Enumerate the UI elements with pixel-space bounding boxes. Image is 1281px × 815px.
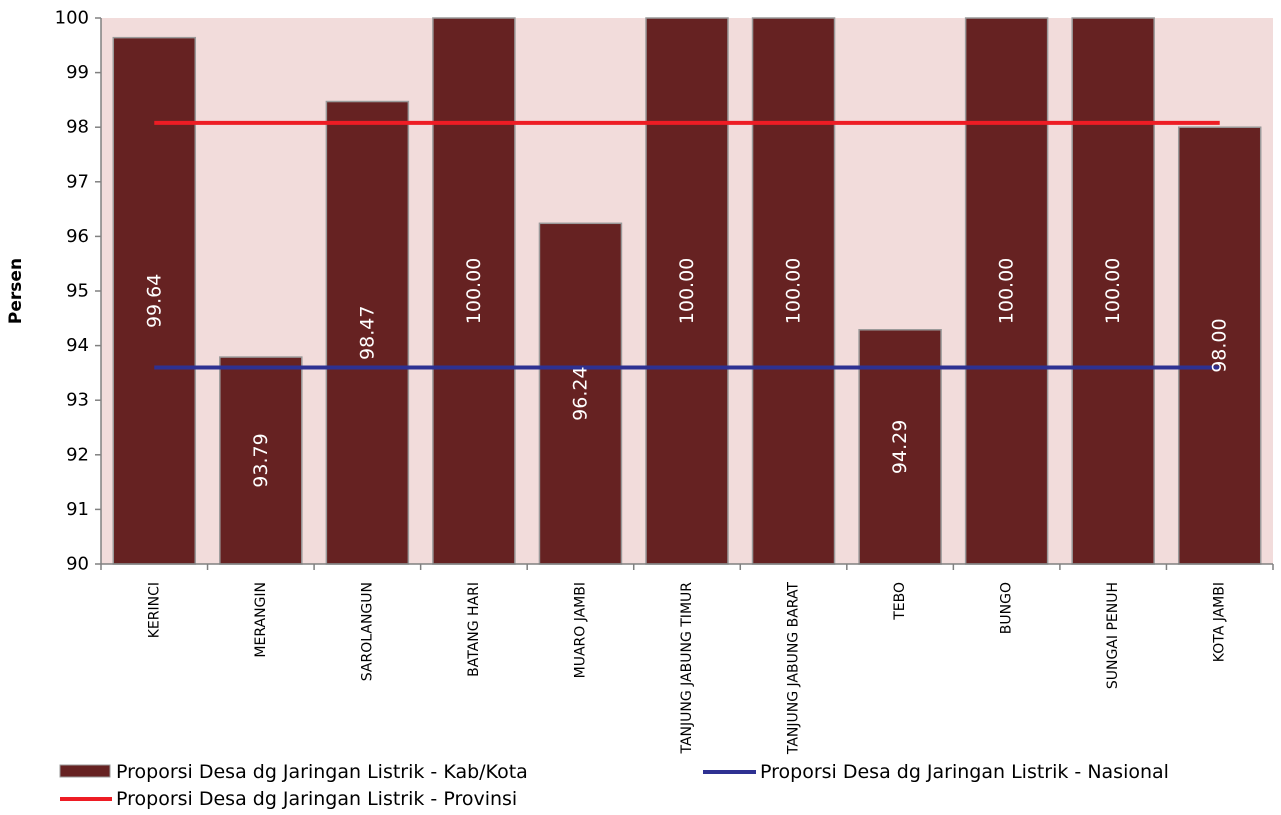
category-label-kota-jambi: KOTA JAMBI — [1212, 582, 1228, 662]
data-label-kerinci: 99.64 — [143, 274, 165, 328]
data-label-muaro-jambi: 96.24 — [569, 366, 591, 420]
axes: 90 91 92 93 94 95 96 97 98 99 100 KERINCI MERANGIN SA… — [6, 8, 1274, 756]
category-label-muaro-jambi: MUARO JAMBI — [572, 582, 588, 678]
y-tick-label: 93 — [66, 390, 89, 411]
bar-merangin — [219, 356, 303, 565]
bar-bungo — [964, 17, 1049, 565]
y-tick-label: 95 — [66, 281, 89, 302]
bars — [112, 17, 1262, 565]
legend-label-kab-kota: Proporsi Desa dg Jaringan Listrik - Kab/… — [116, 761, 528, 783]
y-axis-title: Persen — [6, 258, 26, 324]
legend-label-nasional: Proporsi Desa dg Jaringan Listrik - Nasi… — [760, 761, 1169, 783]
y-tick-label: 99 — [66, 62, 89, 83]
category-label-tebo: TEBO — [892, 582, 908, 621]
category-label-tanjung-jabung-timur: TANJUNG JABUNG TIMUR — [679, 582, 695, 755]
data-label-merangin: 93.79 — [250, 433, 272, 487]
bar-batang-hari — [432, 17, 516, 565]
legend: Proporsi Desa dg Jaringan Listrik - Kab/… — [59, 761, 1169, 810]
y-tick-label: 94 — [66, 335, 89, 356]
data-label-kota-jambi: 98.00 — [1209, 318, 1231, 372]
bar-tanjung-jabung-barat — [751, 17, 836, 565]
y-tick-label: 91 — [66, 499, 89, 520]
data-label-sungai-penuh: 100.00 — [1102, 258, 1124, 324]
category-label-sungai-penuh: SUNGAI PENUH — [1105, 582, 1121, 689]
bar-sarolangun — [325, 100, 410, 565]
data-label-batang-hari: 100.00 — [463, 258, 485, 324]
y-tick-label: 90 — [66, 554, 89, 575]
category-label-sarolangun: SAROLANGUN — [359, 582, 375, 681]
category-label-tanjung-jabung-barat: TANJUNG JABUNG BARAT — [786, 582, 802, 756]
category-label-kerinci: KERINCI — [146, 582, 162, 638]
data-label-tanjung-jabung-barat: 100.00 — [783, 258, 805, 324]
y-tick-label: 92 — [66, 444, 89, 465]
data-labels: 99.64 93.79 98.47 100.00 96.24 100.00 100.00 94… — [143, 258, 1230, 488]
y-tick-label: 96 — [66, 226, 89, 247]
legend-label-provinsi: Proporsi Desa dg Jaringan Listrik - Prov… — [116, 788, 517, 810]
data-label-tebo: 94.29 — [889, 420, 911, 474]
reference-lines — [154, 120, 1220, 370]
data-label-sarolangun: 98.47 — [356, 306, 378, 360]
bar-sungai-penuh — [1071, 17, 1155, 565]
y-tick-label: 98 — [66, 117, 89, 138]
legend-swatch-kab-kota — [59, 764, 111, 778]
category-label-batang-hari: BATANG HARI — [466, 582, 482, 677]
y-tick-label: 100 — [55, 8, 89, 29]
category-label-bungo: BUNGO — [999, 582, 1015, 634]
data-label-bungo: 100.00 — [996, 258, 1018, 324]
category-label-merangin: MERANGIN — [253, 582, 269, 658]
bar-kerinci — [112, 36, 197, 565]
data-label-tanjung-jabung-timur: 100.00 — [676, 258, 698, 324]
y-tick-label: 97 — [66, 171, 89, 192]
